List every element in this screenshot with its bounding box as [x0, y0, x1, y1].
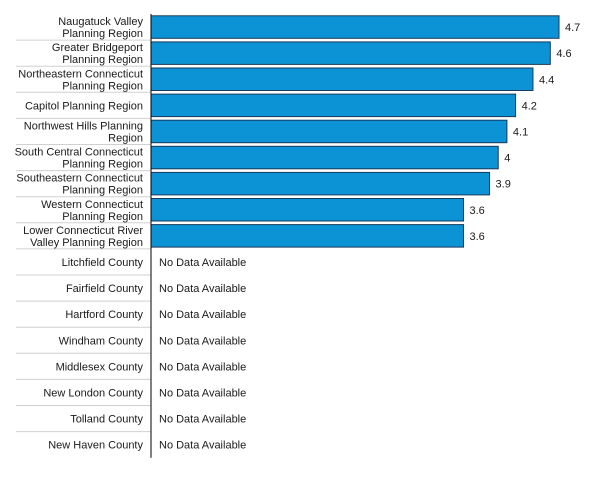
category-label-line: Western Connecticut: [41, 199, 143, 211]
category-label: Southeastern Connecticut Planning Region: [16, 173, 143, 197]
category-label-line: Litchfield County: [62, 257, 144, 269]
category-label: Hartford County: [65, 309, 143, 321]
category-label: Fairfield County: [66, 283, 144, 295]
category-label: Northwest Hills Planning Region: [24, 120, 143, 144]
value-label: 4.7: [565, 22, 580, 34]
category-label-line: Planning Region: [62, 211, 143, 223]
bars: [150, 15, 560, 248]
category-label-line: Greater Bridgeport: [52, 42, 143, 54]
bar: [150, 171, 491, 196]
category-label-line: Planning Region: [62, 80, 143, 92]
category-label-line: Region: [108, 132, 143, 144]
category-label-line: Planning Region: [62, 54, 143, 66]
category-label-line: Hartford County: [65, 309, 143, 321]
category-label: Windham County: [59, 335, 144, 347]
category-label: Naugatuck Valley Planning Region: [58, 16, 143, 40]
category-label-line: Naugatuck Valley: [58, 16, 143, 28]
category-label-line: Tolland County: [70, 414, 143, 426]
category-label: New Haven County: [48, 440, 143, 452]
category-label-line: Middlesex County: [56, 361, 144, 373]
category-label-line: Southeastern Connecticut: [16, 173, 143, 185]
bar: [150, 15, 560, 39]
category-label: South Central Connecticut Planning Region: [15, 147, 143, 171]
no-data-label: No Data Available: [159, 414, 246, 426]
category-label-line: New London County: [43, 387, 143, 399]
category-label: Capitol Planning Region: [25, 100, 143, 112]
bar: [150, 224, 465, 248]
category-label: Greater Bridgeport Planning Region: [52, 42, 143, 66]
bar: [150, 145, 499, 170]
category-label-line: Planning Region: [62, 159, 143, 171]
value-label: 3.6: [470, 231, 485, 243]
category-label-line: Lower Connecticut River: [23, 225, 143, 237]
category-label: Litchfield County: [62, 257, 144, 269]
category-label-line: Valley Planning Region: [30, 237, 143, 249]
category-label-line: Capitol Planning Region: [25, 100, 143, 112]
category-label-line: Planning Region: [62, 185, 143, 197]
category-label: Tolland County: [70, 414, 143, 426]
no-data-label: No Data Available: [159, 440, 246, 452]
value-label: 4.2: [522, 100, 537, 112]
category-label: Lower Connecticut River Valley Planning R…: [23, 225, 143, 249]
value-label: 3.9: [496, 179, 511, 191]
category-label-line: New Haven County: [48, 440, 143, 452]
no-data-label: No Data Available: [159, 387, 246, 399]
category-label-line: Northwest Hills Planning: [24, 120, 143, 132]
category-label-line: Windham County: [59, 335, 144, 347]
category-label: Northeastern Connecticut Planning Region: [18, 68, 143, 92]
value-label: 4: [504, 153, 510, 165]
bar: [150, 67, 534, 91]
category-label: Middlesex County: [56, 361, 144, 373]
no-data-label: No Data Available: [159, 257, 246, 269]
value-labels: 4.7 4.6 4.4 4.2 4.1 4 3.9 3.6 3.6 No Data Availab…: [159, 22, 580, 452]
value-label: 3.6: [470, 205, 485, 217]
value-label: 4.4: [539, 74, 554, 86]
value-label: 4.6: [556, 48, 571, 60]
bar: [150, 198, 465, 222]
category-label: New London County: [43, 387, 143, 399]
no-data-label: No Data Available: [159, 309, 246, 321]
row-separators: [16, 39, 151, 433]
category-label-line: Northeastern Connecticut: [18, 68, 143, 80]
no-data-label: No Data Available: [159, 283, 246, 295]
category-label-line: Planning Region: [62, 28, 143, 40]
bar: [150, 93, 517, 118]
bar: [150, 119, 508, 144]
category-label-line: South Central Connecticut: [15, 147, 143, 159]
no-data-label: No Data Available: [159, 361, 246, 373]
no-data-label: No Data Available: [159, 335, 246, 347]
value-label: 4.1: [513, 126, 528, 138]
category-label: Western Connecticut Planning Region: [41, 199, 143, 223]
category-label-line: Fairfield County: [66, 283, 144, 295]
bar: [150, 41, 551, 65]
